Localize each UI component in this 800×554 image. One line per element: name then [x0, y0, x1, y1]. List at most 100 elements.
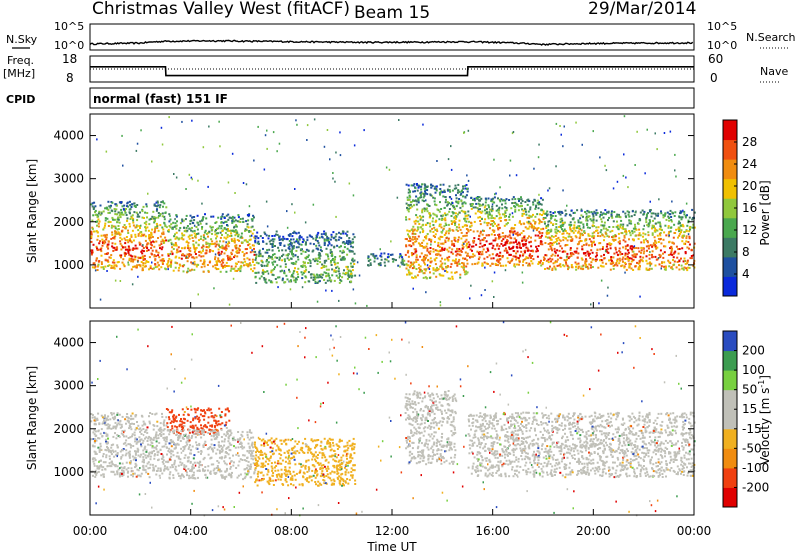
data-pixel	[123, 429, 126, 432]
data-pixel	[222, 266, 224, 269]
data-pixel	[227, 228, 229, 230]
data-pixel	[271, 281, 274, 284]
data-pixel	[287, 247, 290, 250]
data-pixel	[569, 214, 572, 217]
data-pixel	[119, 233, 122, 236]
data-pixel	[424, 210, 426, 213]
data-pixel	[405, 202, 408, 205]
data-pixel	[136, 441, 139, 444]
data-pixel	[460, 209, 463, 212]
data-pixel	[411, 276, 413, 279]
data-pixel	[432, 212, 435, 215]
data-pixel	[604, 209, 607, 212]
data-pixel	[511, 247, 513, 250]
data-pixel	[448, 208, 451, 210]
data-pixel	[125, 226, 128, 228]
nsky-tick-bottom: 10^0	[54, 39, 84, 52]
data-pixel	[274, 256, 277, 259]
data-pixel	[663, 245, 666, 248]
data-pixel	[107, 437, 109, 440]
data-pixel	[537, 261, 540, 264]
data-pixel	[638, 219, 641, 222]
data-pixel	[316, 240, 319, 242]
data-pixel	[195, 241, 198, 244]
data-pixel	[417, 197, 420, 200]
data-pixel	[323, 244, 326, 246]
data-pixel	[609, 262, 612, 265]
data-pixel	[309, 262, 312, 265]
data-pixel	[418, 270, 421, 273]
data-pixel	[278, 236, 281, 239]
data-pixel	[515, 240, 517, 243]
data-pixel	[116, 228, 119, 231]
data-pixel	[442, 274, 445, 277]
data-pixel	[420, 191, 423, 194]
data-pixel	[573, 250, 576, 253]
data-pixel	[435, 204, 438, 207]
data-pixel	[495, 215, 498, 218]
data-pixel	[110, 413, 113, 416]
data-pixel	[620, 219, 623, 222]
data-pixel	[186, 253, 189, 256]
data-pixel	[538, 201, 541, 204]
data-pixel	[505, 223, 508, 226]
data-pixel	[301, 241, 304, 243]
data-pixel	[159, 204, 162, 207]
data-pixel	[332, 237, 335, 240]
data-pixel	[124, 211, 127, 214]
data-pixel	[592, 217, 595, 220]
data-pixel	[603, 257, 606, 260]
data-pixel	[483, 237, 486, 240]
data-pixel	[151, 228, 154, 231]
data-pixel	[616, 253, 619, 256]
data-pixel	[415, 261, 418, 263]
data-pixel	[630, 245, 633, 248]
data-pixel	[115, 232, 118, 235]
data-pixel	[291, 247, 294, 250]
data-pixel	[460, 265, 463, 268]
data-pixel	[324, 233, 327, 236]
data-pixel	[493, 296, 495, 298]
data-pixel	[154, 226, 157, 229]
data-pixel	[239, 236, 242, 239]
data-pixel	[429, 225, 432, 228]
data-pixel	[100, 464, 102, 467]
data-pixel	[267, 237, 270, 240]
data-pixel	[595, 251, 598, 254]
data-pixel	[160, 453, 163, 455]
data-pixel	[542, 227, 545, 230]
data-pixel	[409, 201, 412, 204]
data-pixel	[464, 187, 467, 190]
data-pixel	[459, 228, 462, 231]
data-pixel	[444, 239, 447, 242]
data-pixel	[134, 226, 137, 229]
power-ylabel: Slant Range [km]	[25, 159, 39, 263]
data-pixel	[649, 209, 652, 211]
data-pixel	[656, 234, 659, 237]
data-pixel	[112, 259, 115, 262]
data-pixel	[555, 238, 558, 240]
data-pixel	[645, 245, 648, 248]
data-pixel	[148, 420, 151, 423]
data-pixel	[274, 245, 276, 247]
data-pixel	[415, 268, 418, 270]
data-pixel	[416, 229, 419, 232]
data-pixel	[454, 212, 457, 215]
data-pixel	[479, 210, 482, 213]
data-pixel	[475, 243, 478, 246]
data-pixel	[422, 196, 425, 199]
data-pixel	[634, 234, 637, 237]
data-pixel	[319, 275, 322, 278]
data-pixel	[656, 258, 659, 261]
data-pixel	[212, 250, 214, 253]
data-pixel	[140, 235, 143, 238]
data-pixel	[455, 226, 458, 229]
data-pixel	[603, 224, 606, 227]
data-pixel	[323, 233, 326, 235]
data-pixel	[678, 230, 681, 233]
data-pixel	[405, 218, 408, 221]
data-pixel	[144, 265, 147, 268]
data-pixel	[488, 254, 491, 257]
data-pixel	[338, 299, 340, 302]
data-pixel	[219, 231, 222, 234]
